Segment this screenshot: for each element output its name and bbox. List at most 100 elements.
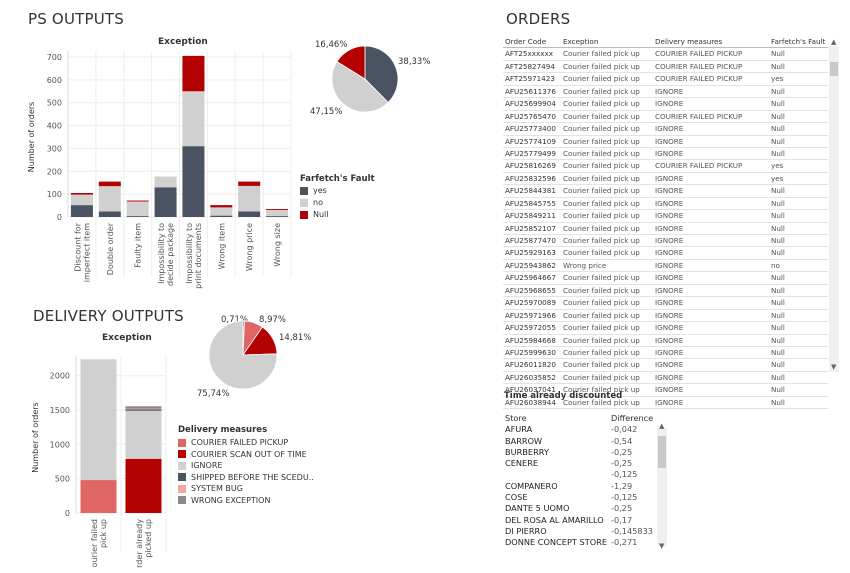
table-row[interactable]: AFU25972055 Courier failed pick up IGNORE N… — [503, 322, 828, 335]
table-row[interactable]: AFU25699904 Courier failed pick up IGNORE N… — [503, 98, 828, 111]
table-cell: Courier failed pick up — [563, 298, 640, 308]
orders-scrollbar[interactable] — [829, 46, 839, 372]
difference-value: -0,25 — [611, 503, 633, 514]
table-cell: AFU25943862 — [505, 260, 556, 270]
table-row[interactable]: AFU26035852 Courier failed pick up IGNORE N… — [503, 372, 828, 385]
delivery-pie-chart: 0,71% 8,97% 14,81% 75,74% — [197, 315, 311, 399]
bar-segment — [210, 215, 233, 217]
list-item[interactable]: COMPANERO -1,29 — [505, 481, 661, 492]
table-row[interactable]: AFU25765470 Courier failed pick up COURIER… — [503, 111, 828, 124]
store-name — [505, 469, 611, 480]
legend-item[interactable]: yes — [300, 186, 327, 195]
list-item[interactable]: COSE -0,125 — [505, 492, 661, 503]
legend-item[interactable]: no — [300, 198, 323, 207]
table-row[interactable]: AFU25774109 Courier failed pick up IGNORE N… — [503, 136, 828, 148]
legend-item[interactable]: Null — [300, 210, 329, 219]
legend-item[interactable]: IGNORE — [178, 461, 222, 470]
table-row[interactable]: AFU25845755 Courier failed pick up IGNORE N… — [503, 198, 828, 211]
ps-outputs-title: PS OUTPUTS — [28, 10, 124, 28]
list-item[interactable]: CENERE -0,25 — [505, 458, 661, 469]
table-row[interactable]: AFU26038944 Courier failed pick up IGNORE N… — [503, 397, 828, 410]
store-name: AFURA — [505, 424, 533, 435]
table-row[interactable]: AFU25943862 Wrong price IGNORE no — [503, 260, 828, 273]
legend-swatch — [178, 450, 186, 458]
table-cell: Null — [771, 148, 785, 158]
table-row[interactable]: AFU25964667 Courier failed pick up IGNORE N… — [503, 272, 828, 285]
legend-item[interactable]: SHIPPED BEFORE THE SCEDU.. — [178, 473, 314, 482]
table-row[interactable]: AFT25xxxxxx Courier failed pick up COURIER… — [503, 48, 828, 61]
table-row[interactable]: AFU25816269 Courier failed pick up COURIER… — [503, 160, 828, 173]
y-tick-label: 300 — [47, 144, 62, 153]
table-row[interactable]: AFU25970089 Courier failed pick up IGNORE N… — [503, 297, 828, 310]
bar-segment — [80, 480, 117, 513]
table-cell: Courier failed pick up — [563, 61, 640, 71]
legend-label: WRONG EXCEPTION — [191, 495, 271, 505]
table-row[interactable]: AFT25827494 Courier failed pick up COURIER… — [503, 61, 828, 74]
table-cell: Null — [771, 385, 785, 395]
table-cell: Courier failed pick up — [563, 161, 640, 171]
ps-bar-chart: 0 100 200 300 400 500 600 700 Number of orders Di… — [27, 51, 292, 289]
table-cell: AFU25849211 — [505, 211, 556, 221]
list-item[interactable]: BARROW -0,54 — [505, 436, 661, 447]
list-item[interactable]: AFURA -0,042 — [505, 424, 661, 435]
table-row[interactable]: AFU25773400 Courier failed pick up IGNORE N… — [503, 123, 828, 136]
table-row[interactable]: AFT25971423 Courier failed pick up COURIER… — [503, 73, 828, 86]
legend-swatch — [178, 496, 186, 504]
table-cell: IGNORE — [655, 173, 684, 183]
table-row[interactable]: AFU25999630 Courier failed pick up IGNORE N… — [503, 347, 828, 360]
store-name: DANTE 5 UOMO — [505, 503, 570, 514]
time-scrollbar[interactable] — [657, 428, 667, 546]
table-cell: IGNORE — [655, 397, 684, 407]
list-item[interactable]: DI PIERRO -0,145833 — [505, 526, 661, 537]
time-scrollbar-thumb[interactable] — [658, 436, 666, 468]
table-row[interactable]: AFU25852107 Courier failed pick up IGNORE N… — [503, 223, 828, 235]
table-row[interactable]: AFU25984668 Courier failed pick up IGNORE N… — [503, 335, 828, 347]
table-row[interactable]: AFU25844381 Courier failed pick up IGNORE N… — [503, 185, 828, 198]
table-cell: Null — [771, 99, 785, 109]
legend-label: COURIER FAILED PICKUP — [191, 438, 289, 447]
legend-item[interactable]: SYSTEM BUG — [178, 484, 243, 493]
table-cell: AFU25972055 — [505, 323, 556, 333]
table-row[interactable]: AFU25929163 Courier failed pick up IGNORE N… — [503, 247, 828, 260]
table-cell: AFU26037041 — [505, 385, 556, 395]
legend-label: Null — [313, 210, 329, 219]
table-cell: IGNORE — [655, 198, 684, 208]
table-cell: IGNORE — [655, 323, 684, 333]
scroll-down-icon[interactable]: ▼ — [831, 363, 837, 371]
table-row[interactable]: AFU25849211 Courier failed pick up IGNORE N… — [503, 210, 828, 223]
orders-scrollbar-thumb[interactable] — [830, 62, 838, 76]
x-tick-label-line: Discount for — [73, 222, 82, 271]
scroll-up-icon[interactable]: ▲ — [831, 38, 837, 46]
difference-value: -0,54 — [611, 435, 633, 446]
time-scroll-up-icon[interactable]: ▲ — [659, 422, 665, 430]
time-scroll-down-icon[interactable]: ▼ — [659, 542, 665, 550]
table-row[interactable]: AFU25832596 Courier failed pick up IGNORE y… — [503, 173, 828, 186]
difference-value: -0,125 — [611, 492, 638, 503]
table-cell: Courier failed pick up — [563, 74, 640, 84]
table-row[interactable]: AFU25971966 Courier failed pick up IGNORE N… — [503, 310, 828, 323]
table-cell: Courier failed pick up — [563, 186, 640, 196]
y-tick-label: 500 — [47, 99, 62, 108]
list-item[interactable]: BURBERRY -0,25 — [505, 447, 661, 458]
table-row[interactable]: AFU25968655 Courier failed pick up IGNORE N… — [503, 285, 828, 298]
delivery-bar-chart: 0 500 1000 1500 2000 Number of orders ourier f… — [31, 356, 167, 568]
list-item[interactable]: DANTE 5 UOMO -0,25 — [505, 503, 661, 514]
difference-value: -0,271 — [611, 537, 638, 548]
legend-item[interactable]: WRONG EXCEPTION — [178, 496, 270, 505]
list-item[interactable]: DEL ROSA AL AMARILLO -0,17 — [505, 515, 661, 526]
table-row[interactable]: AFU25779499 Courier failed pick up IGNORE N… — [503, 148, 828, 161]
table-row[interactable]: AFU25877470 Courier failed pick up IGNORE N… — [503, 235, 828, 248]
table-row[interactable]: AFU26011820 Courier failed pick up IGNORE N… — [503, 359, 828, 372]
legend-swatch — [300, 210, 308, 219]
table-row[interactable]: AFU25611376 Courier failed pick up IGNORE N… — [503, 86, 828, 99]
list-item[interactable]: DONNE CONCEPT STORE -0,271 — [505, 537, 661, 548]
delivery-bar-chart-title: Exception — [102, 333, 152, 343]
list-item[interactable]: -0,125 — [505, 469, 661, 480]
table-cell: Null — [771, 335, 785, 345]
bar-segment — [126, 200, 149, 202]
difference-value: -0,145833 — [611, 525, 654, 536]
table-row[interactable]: AFU26037041 Courier failed pick up IGNORE N… — [503, 384, 828, 397]
x-tick-label-line: Wrong size — [273, 223, 282, 267]
legend-item[interactable]: COURIER FAILED PICKUP — [178, 438, 288, 447]
legend-item[interactable]: COURIER SCAN OUT OF TIME — [178, 450, 307, 459]
